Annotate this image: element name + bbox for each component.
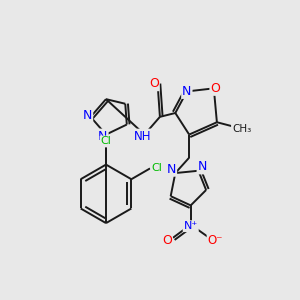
Text: N⁺: N⁺: [184, 221, 198, 231]
Text: N: N: [167, 163, 176, 176]
Text: Cl: Cl: [100, 136, 111, 146]
Text: O: O: [210, 82, 220, 95]
Text: O: O: [149, 77, 159, 90]
Text: CH₃: CH₃: [232, 124, 251, 134]
Text: O⁻: O⁻: [208, 233, 223, 247]
Text: N: N: [198, 160, 207, 173]
Text: N: N: [98, 130, 108, 142]
Text: NH: NH: [134, 130, 152, 142]
Text: N: N: [182, 85, 191, 98]
Text: Cl: Cl: [151, 163, 162, 173]
Text: N: N: [83, 109, 92, 122]
Text: O: O: [162, 233, 172, 247]
